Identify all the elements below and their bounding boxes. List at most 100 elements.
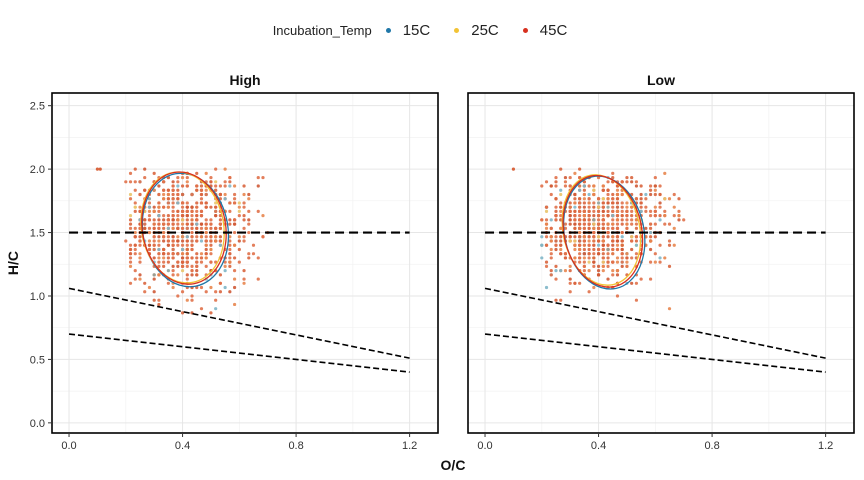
data-point (176, 188, 180, 192)
data-point (658, 192, 662, 197)
data-point (615, 197, 620, 201)
data-point (190, 264, 194, 268)
data-point (568, 235, 572, 239)
data-point (653, 184, 657, 188)
data-point (256, 175, 260, 180)
data-point (606, 197, 610, 201)
data-point (615, 201, 620, 205)
legend-entry-15c: 15C (385, 22, 430, 39)
data-point (630, 214, 634, 218)
data-point (606, 188, 610, 192)
data-point (209, 311, 213, 315)
data-point (620, 192, 624, 197)
data-point (147, 209, 152, 214)
data-point (147, 243, 152, 247)
data-point (596, 269, 601, 273)
data-point (152, 209, 156, 214)
data-point (247, 230, 251, 235)
data-point (171, 180, 175, 184)
data-point (157, 218, 161, 222)
data-point (157, 264, 161, 268)
data-point (587, 201, 591, 205)
data-point (596, 247, 601, 252)
data-point (667, 239, 672, 243)
data-point (195, 222, 199, 226)
data-point (152, 298, 156, 302)
reference-line-segment (484, 333, 826, 373)
data-point (162, 214, 166, 218)
data-point (214, 214, 218, 218)
data-point (554, 184, 558, 188)
data-point (559, 201, 563, 205)
data-point (592, 214, 596, 218)
data-point (223, 269, 227, 273)
data-point (606, 192, 610, 197)
data-point (634, 180, 639, 184)
data-point (218, 218, 222, 222)
data-point (195, 226, 199, 230)
data-point (634, 197, 639, 201)
data-point (625, 214, 629, 218)
data-point (587, 256, 591, 260)
data-point (592, 252, 596, 256)
data-point (199, 214, 204, 218)
data-point (152, 222, 156, 226)
data-point (157, 247, 161, 252)
data-point (180, 175, 185, 180)
data-point (615, 256, 620, 260)
data-point (639, 201, 643, 205)
data-point (128, 214, 133, 218)
data-point (658, 205, 662, 209)
data-point (630, 205, 634, 209)
data-point (568, 222, 572, 226)
data-point (625, 264, 629, 268)
data-point (620, 256, 624, 260)
data-point (157, 214, 161, 218)
data-point (568, 214, 572, 218)
data-point (176, 239, 180, 243)
data-point (587, 269, 591, 273)
data-point (195, 273, 199, 277)
data-point (190, 256, 194, 260)
data-point (549, 256, 553, 260)
data-point (209, 218, 213, 222)
data-point (204, 239, 208, 243)
data-point (658, 184, 662, 188)
data-point (242, 214, 246, 218)
y-tick-label: 0.5 (30, 354, 45, 366)
data-point (162, 180, 166, 184)
data-point (606, 201, 610, 205)
data-point (559, 192, 563, 197)
data-point (601, 188, 605, 192)
data-point (152, 290, 156, 294)
data-point (185, 209, 189, 214)
x-tick-label: 0.0 (477, 440, 492, 452)
data-point (256, 256, 260, 260)
data-point (601, 226, 605, 230)
data-point (601, 184, 605, 188)
data-point (247, 218, 251, 222)
data-point (171, 252, 175, 256)
data-point (587, 243, 591, 247)
data-point (209, 235, 213, 239)
data-point (620, 260, 624, 264)
confidence-ellipse-45c (141, 171, 227, 285)
data-point (171, 273, 175, 277)
data-point (152, 243, 156, 247)
data-point (582, 205, 586, 209)
data-point (601, 235, 605, 239)
data-point (625, 226, 629, 230)
data-point (185, 184, 189, 188)
data-point (606, 247, 610, 252)
data-point (176, 180, 180, 184)
data-point (648, 226, 653, 230)
data-point (185, 235, 189, 239)
data-point (166, 201, 170, 205)
panel-plot-area (68, 167, 410, 373)
data-point (573, 247, 577, 252)
data-point (157, 298, 161, 302)
data-point (218, 222, 222, 226)
data-point (568, 201, 572, 205)
data-point (185, 256, 189, 260)
data-point (639, 209, 643, 214)
